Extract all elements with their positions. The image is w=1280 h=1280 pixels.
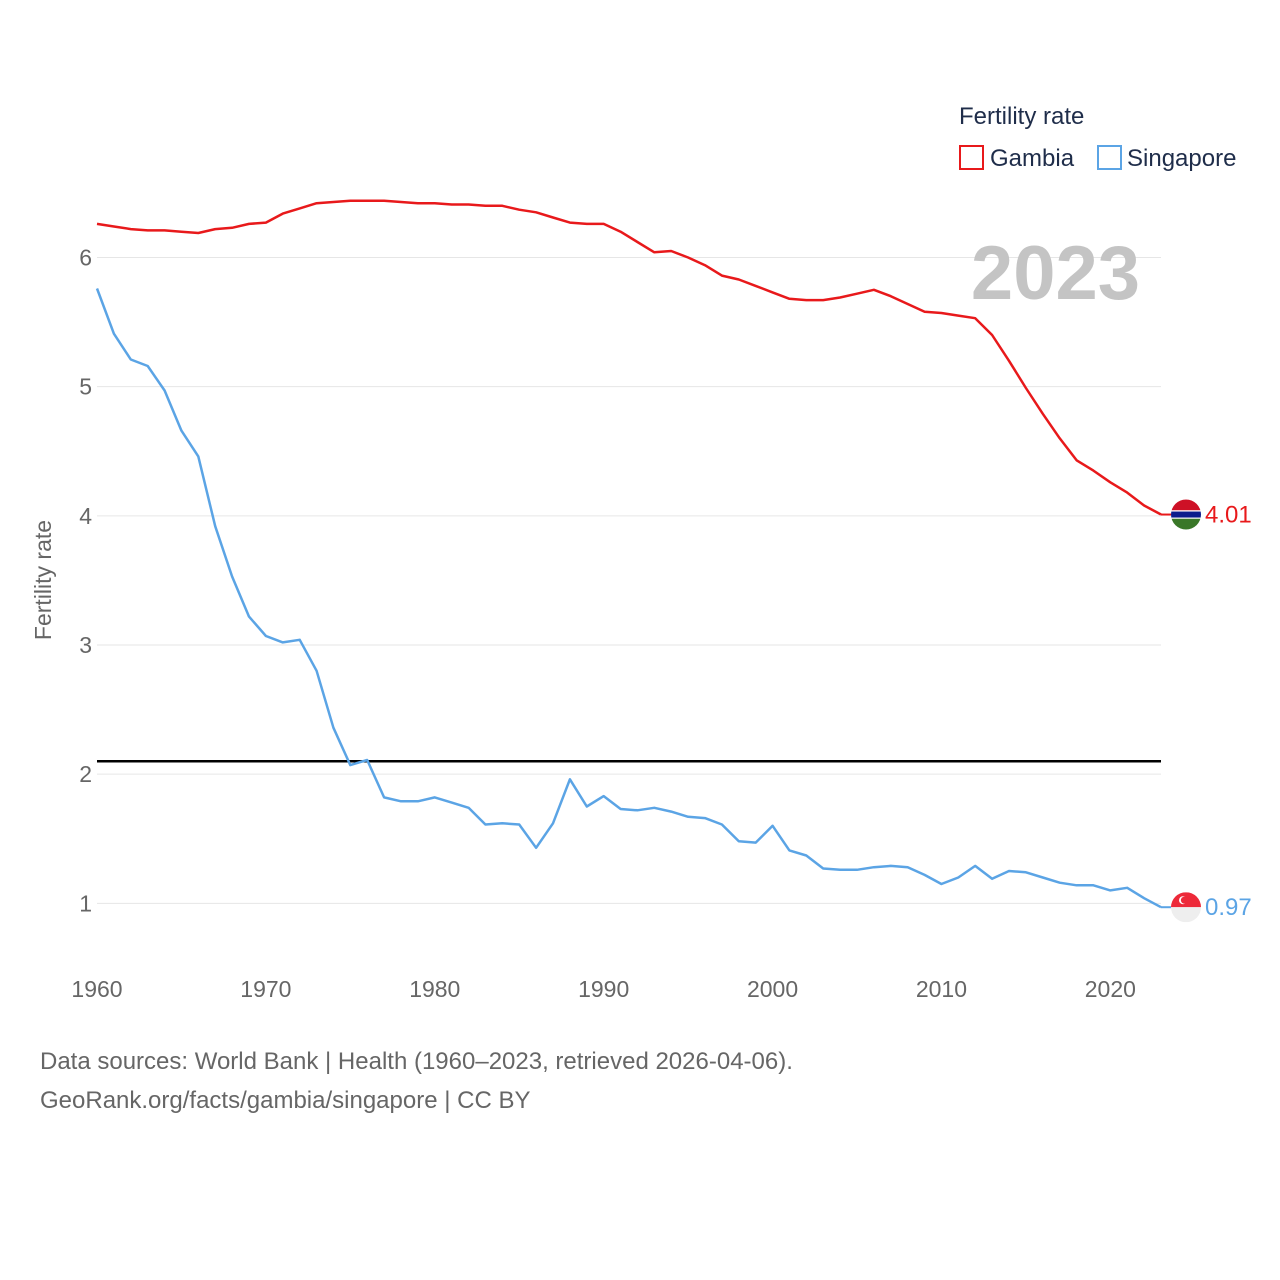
end-value-singapore: 0.97 bbox=[1205, 894, 1252, 921]
x-tick-label: 1990 bbox=[578, 976, 629, 1002]
series-line-gambia bbox=[96, 199, 1162, 516]
x-tick-label: 1980 bbox=[409, 976, 460, 1002]
y-tick-label: 1 bbox=[79, 890, 92, 916]
x-tick-label: 1960 bbox=[71, 976, 122, 1002]
y-tick-label: 5 bbox=[79, 374, 92, 400]
legend-item-gambia[interactable]: Gambia bbox=[959, 145, 1075, 172]
source-line: Data sources: World Bank | Health (1960–… bbox=[40, 1048, 793, 1075]
legend-swatch-gambia bbox=[959, 145, 984, 170]
legend-label-gambia: Gambia bbox=[990, 145, 1075, 172]
legend: Fertility rate Gambia Singapore bbox=[959, 103, 1236, 172]
year-indicator: 2023 bbox=[971, 231, 1140, 316]
legend-title: Fertility rate bbox=[959, 103, 1084, 130]
y-tick-label: 4 bbox=[79, 503, 92, 529]
source-link[interactable]: GeoRank.org/facts/gambia/singapore | CC … bbox=[40, 1087, 531, 1114]
end-markers: 4.01 0.97 bbox=[1161, 499, 1252, 923]
legend-swatch-singapore bbox=[1097, 145, 1122, 170]
x-tick-label: 2010 bbox=[916, 976, 967, 1002]
x-tick-label: 1970 bbox=[240, 976, 291, 1002]
source-note: Data sources: World Bank | Health (1960–… bbox=[40, 1042, 793, 1120]
x-tick-label: 2020 bbox=[1085, 976, 1136, 1002]
x-tick-label: 2000 bbox=[747, 976, 798, 1002]
series-line-singapore bbox=[95, 288, 1162, 909]
end-value-gambia: 4.01 bbox=[1205, 502, 1252, 529]
gambia-flag-icon bbox=[1171, 499, 1201, 530]
legend-label-singapore: Singapore bbox=[1127, 145, 1236, 172]
y-tick-label: 2 bbox=[79, 761, 92, 787]
y-axis-label: Fertility rate bbox=[30, 520, 56, 640]
y-tick-label: 3 bbox=[79, 632, 92, 658]
y-tick-label: 6 bbox=[79, 245, 92, 271]
y-axis-ticks: 1 2 3 4 5 6 bbox=[79, 245, 92, 917]
grid-lines bbox=[97, 257, 1161, 904]
series-lines bbox=[95, 199, 1162, 909]
x-axis-ticks: 1960 1970 1980 1990 2000 2010 2020 bbox=[71, 976, 1136, 1002]
singapore-flag-icon bbox=[1171, 892, 1201, 923]
legend-item-singapore[interactable]: Singapore bbox=[1097, 145, 1236, 172]
